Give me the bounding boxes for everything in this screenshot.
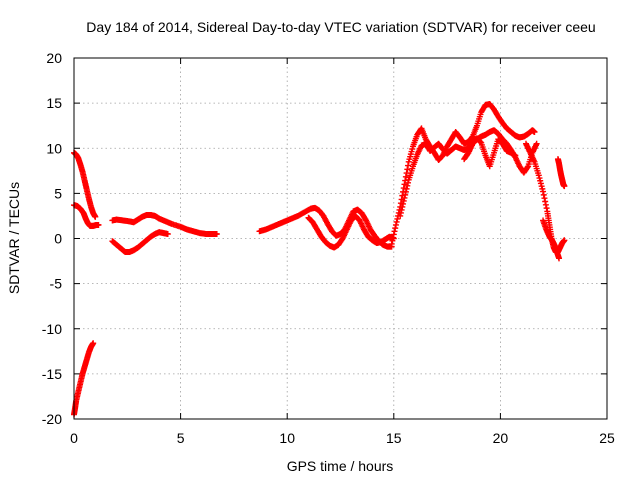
y-tick-label: 5 (54, 185, 62, 201)
series-arc-1 (71, 149, 99, 220)
x-axis-label: GPS time / hours (287, 458, 394, 474)
y-tick-label: -20 (42, 411, 62, 427)
y-tick-label: -15 (42, 366, 62, 382)
data-point (388, 240, 395, 247)
data-point (405, 162, 412, 169)
data-point (539, 185, 546, 192)
series-arc-3 (71, 340, 97, 418)
data-point (92, 213, 99, 220)
y-tick-label: 10 (46, 140, 62, 156)
y-tick-label: 0 (54, 231, 62, 247)
data-point (402, 173, 409, 180)
data-point (400, 185, 407, 192)
data-point (533, 140, 540, 147)
data-point (402, 188, 409, 195)
data-point (390, 234, 397, 241)
y-axis-label: SDTVAR / TECUs (6, 182, 22, 294)
data-point (397, 212, 404, 219)
data-point (536, 175, 543, 182)
data-point (538, 183, 545, 190)
tick-label-layer: 0 5 10 15 20 25 -20 -15 -10 -5 0 5 10 15 20 (42, 50, 615, 446)
data-point (542, 198, 549, 205)
series-arc-5 (109, 229, 171, 256)
data-point (400, 197, 407, 204)
data-point (531, 129, 538, 136)
data-point (543, 205, 550, 212)
data-point (556, 255, 563, 262)
chart-title: Day 184 of 2014, Sidereal Day-to-day VTE… (86, 19, 595, 35)
data-point (399, 203, 406, 210)
x-tick-label: 25 (599, 430, 615, 446)
series-arc-12 (540, 217, 563, 262)
series-arc-2 (71, 202, 102, 229)
data-point (524, 164, 531, 171)
x-tick-label: 10 (279, 430, 295, 446)
series-arc-13 (554, 156, 568, 190)
data-point (402, 191, 409, 198)
data-point (400, 200, 407, 207)
data-point (392, 221, 399, 228)
data-point (213, 230, 220, 237)
data-point (561, 237, 568, 244)
data-point (403, 185, 410, 192)
data-point (540, 191, 547, 198)
series-arc-10 (461, 127, 540, 176)
series-arc-11 (522, 140, 568, 256)
series-arc-9 (397, 135, 519, 219)
y-tick-label: -5 (50, 276, 63, 292)
x-tick-label: 15 (386, 430, 402, 446)
data-point (90, 340, 97, 347)
plot-border (73, 57, 608, 420)
data-point (392, 225, 399, 232)
data-point (535, 172, 542, 179)
data-point (405, 179, 412, 186)
y-tick-label: 15 (46, 95, 62, 111)
data-point (401, 194, 408, 201)
y-tick-label: -10 (42, 321, 62, 337)
data-point (537, 177, 544, 184)
data-point (397, 209, 404, 216)
data-point (393, 218, 400, 225)
data-point (541, 195, 548, 202)
x-tick-label: 20 (493, 430, 509, 446)
y-tick-label: 20 (46, 50, 62, 66)
data-point (542, 201, 549, 208)
data-point (390, 231, 397, 238)
data-point (95, 221, 102, 228)
data-point (164, 230, 171, 237)
series-arc-4 (109, 212, 220, 237)
data-point (394, 215, 401, 222)
data-point (391, 228, 398, 235)
data-points-layer (71, 101, 568, 418)
data-point (404, 182, 411, 189)
data-point (398, 206, 405, 213)
x-tick-label: 0 (70, 430, 78, 446)
data-point (561, 183, 568, 190)
data-point (404, 166, 411, 173)
data-point (389, 237, 396, 244)
x-tick-label: 5 (177, 430, 185, 446)
data-point (540, 188, 547, 195)
data-point (537, 180, 544, 187)
